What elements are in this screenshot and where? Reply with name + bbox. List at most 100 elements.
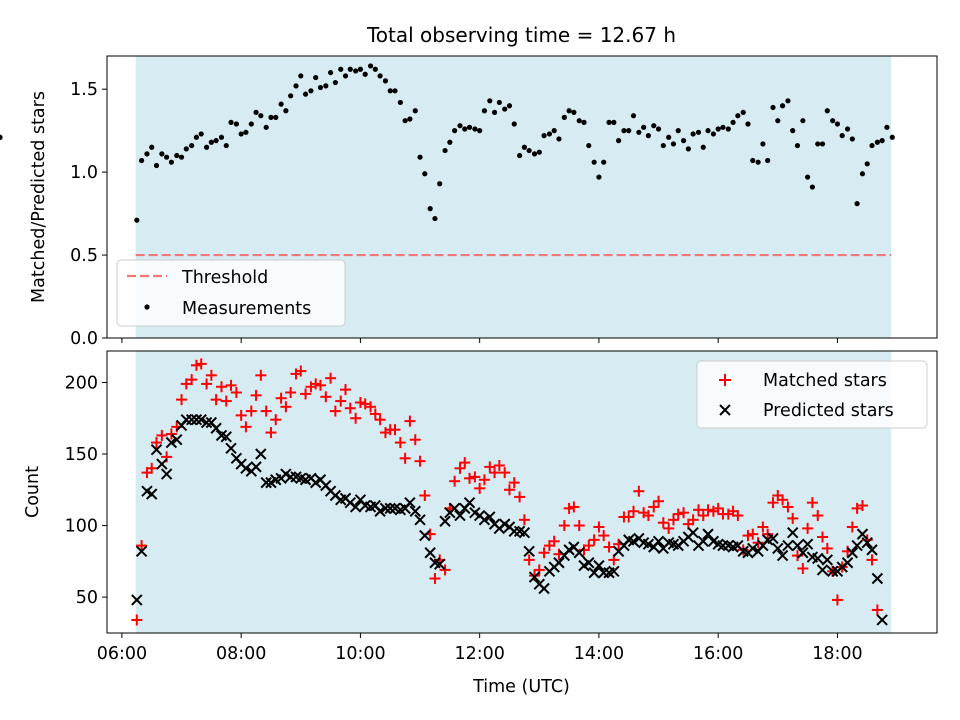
legend-predicted-swatch (719, 404, 731, 416)
matched-star-point (846, 521, 858, 533)
measurement-point (427, 206, 433, 212)
matched-star-point (558, 520, 570, 532)
bottom-axes-frame (106, 350, 938, 634)
predicted-star-stroke-b (171, 433, 183, 446)
predicted-star-stroke-b (732, 539, 744, 552)
predicted-star-stroke-b (776, 549, 789, 562)
measurement-point (526, 147, 532, 154)
bottom-y-tick-label: 50 (76, 588, 98, 608)
predicted-star-stroke-b (200, 416, 213, 429)
measurement-point (323, 83, 329, 89)
measurement-point (189, 142, 195, 149)
predicted-star-stroke-b (210, 422, 222, 434)
measurement-point (765, 157, 771, 164)
measurement-point (377, 73, 383, 79)
matched-star-point (374, 414, 386, 426)
measurement-point (198, 131, 204, 137)
matched-star-point (797, 562, 809, 574)
measurement-point (412, 108, 418, 114)
measurement-point (546, 131, 553, 137)
predicted-star-point (797, 547, 809, 559)
matched-star-point (220, 395, 232, 407)
predicted-star-stroke-b (593, 559, 605, 572)
measurement-point (566, 108, 572, 114)
measurement-point (750, 157, 756, 164)
matched-star-point (474, 482, 486, 494)
matched-star-point (225, 379, 237, 391)
measurement-point (695, 129, 702, 135)
measurement-point (735, 113, 741, 119)
matched-star-point (642, 510, 654, 522)
matched-star-point (757, 521, 769, 533)
predicted-star-point (523, 545, 535, 558)
matched-star-point (653, 495, 665, 507)
predicted-star-stroke-b (846, 547, 859, 559)
predicted-star-stroke-b (786, 526, 799, 539)
bottom-legend-box (696, 360, 928, 429)
measurements-points (0, 63, 895, 223)
predicted-star-stroke-b (215, 429, 228, 442)
predicted-star-stroke-b (230, 452, 243, 465)
predicted-star-stroke-b (240, 462, 252, 475)
predicted-star-point (588, 567, 600, 579)
measurement-point (442, 147, 448, 154)
matched-star-point (150, 437, 162, 449)
matched-star-point (856, 500, 868, 512)
predicted-star-stroke-b (429, 557, 441, 569)
legend-predicted-label: Predicted stars (763, 401, 894, 421)
predicted-star-point (767, 532, 779, 545)
top-y-ticks: 0.0 0.5 1.0 1.5 (70, 80, 107, 349)
predicted-star-point (200, 416, 213, 429)
measurement-point (675, 128, 681, 134)
predicted-star-point (851, 539, 863, 552)
matched-star-point (583, 540, 595, 552)
predicted-star-stroke-b (150, 444, 163, 456)
measurement-point (138, 157, 145, 164)
predicted-star-stroke-b (791, 539, 804, 552)
matched-star-point (245, 405, 257, 417)
predicted-star-stroke-b (697, 535, 709, 547)
matched-star-point (329, 405, 341, 417)
matched-star-point (503, 484, 515, 496)
predicted-star-stroke-b (414, 514, 426, 526)
measurement-point (740, 109, 746, 115)
predicted-star-stroke-b (424, 547, 436, 559)
measurement-point (730, 119, 736, 125)
measurement-point (432, 215, 438, 222)
measurement-point (715, 126, 721, 132)
predicted-star-stroke-b (469, 506, 481, 519)
predicted-star-stroke-b (573, 547, 585, 559)
predicted-star-point (816, 564, 829, 576)
predicted-star-stroke-b (409, 505, 421, 517)
matched-star-point (633, 485, 645, 497)
matched-star-point (459, 457, 471, 469)
measurement-point (392, 88, 398, 94)
matched-star-point (325, 372, 337, 384)
predicted-star-point (210, 422, 222, 434)
predicted-star-stroke-b (369, 499, 382, 512)
matched-star-point (514, 491, 526, 503)
chart-title: Total observing time = 12.67 h (366, 23, 676, 47)
x-tick-label: 08:00 (216, 644, 266, 664)
matched-star-point (414, 455, 426, 467)
matched-star-point (508, 477, 520, 489)
predicted-star-stroke-b (280, 468, 292, 480)
measurement-point (809, 184, 815, 190)
predicted-star-stroke-b (131, 594, 143, 606)
measurement-point (164, 154, 170, 160)
matched-star-point (687, 514, 699, 526)
predicted-star-stroke-b (205, 416, 218, 429)
predicted-star-point (782, 539, 794, 552)
predicted-star-stroke-b (637, 537, 650, 549)
measurement-point (645, 133, 652, 139)
predicted-star-point (856, 528, 869, 540)
matched-star-point (215, 381, 227, 393)
measurement-point (660, 142, 666, 149)
matched-star-point (518, 514, 530, 526)
measurement-point (228, 119, 234, 125)
predicted-star-stroke-b (478, 514, 491, 526)
predicted-star-stroke-b (448, 502, 461, 515)
bottom-y-tick-label: 200 (65, 373, 98, 393)
measurement-point (288, 93, 294, 99)
matched-star-point (176, 394, 188, 406)
